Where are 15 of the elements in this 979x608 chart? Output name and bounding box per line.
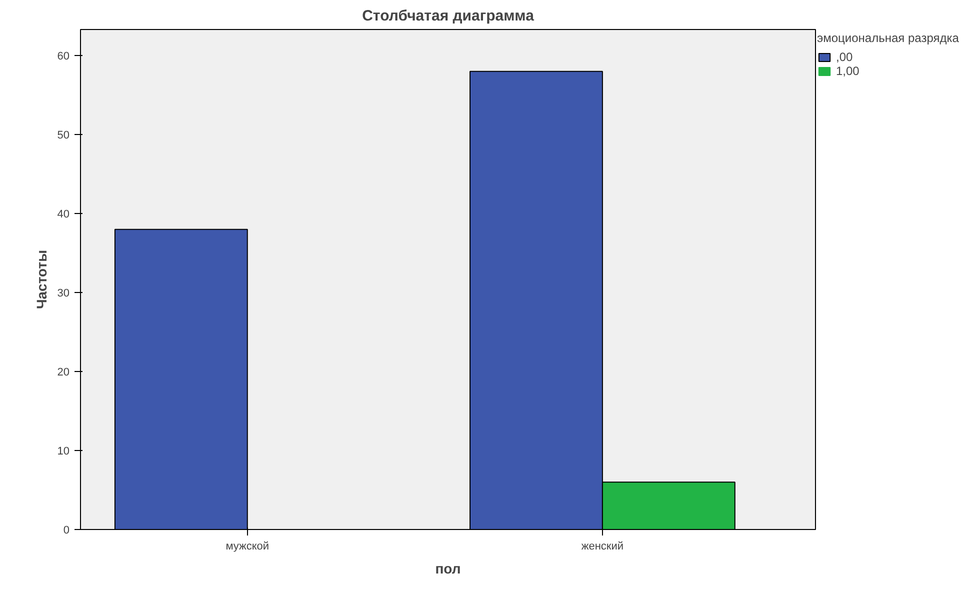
y-tick-label: 0 (63, 524, 70, 536)
x-tick-label: мужской (226, 540, 270, 552)
y-tick-label: 20 (57, 366, 70, 379)
legend-label: 1,00 (836, 64, 860, 78)
y-tick-label: 60 (57, 50, 70, 63)
x-axis-title: пол (435, 560, 461, 576)
y-tick-label: 30 (57, 288, 70, 300)
y-tick-label: 40 (57, 208, 70, 221)
y-tick-label: 10 (57, 446, 70, 458)
chart-title: Столбчатая диаграмма (362, 8, 535, 24)
y-axis-title: Частоты (33, 250, 50, 310)
y-tick-label: 50 (57, 130, 70, 142)
legend-label: ,00 (836, 50, 854, 64)
legend-title: эмоциональная разрядка (817, 31, 959, 45)
x-tick-label: женский (581, 540, 624, 552)
